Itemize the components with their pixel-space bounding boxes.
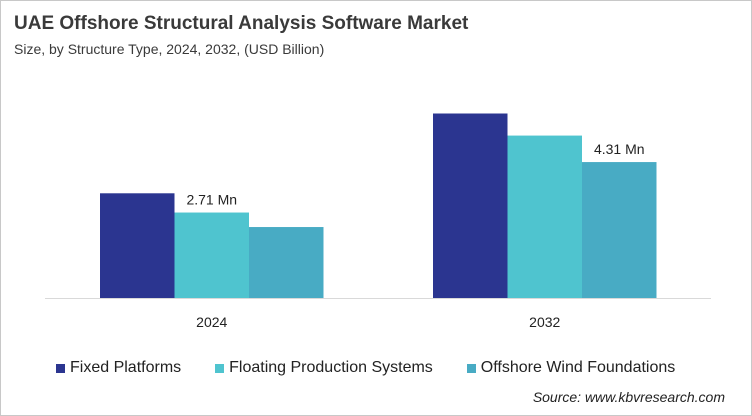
- legend: Fixed Platforms Floating Production Syst…: [56, 359, 709, 377]
- legend-label: Offshore Wind Foundations: [480, 359, 676, 376]
- legend-label: Floating Production Systems: [229, 359, 433, 376]
- bar-floating-production-systems-2024: [174, 212, 249, 298]
- chart-title: UAE Offshore Structural Analysis Softwar…: [14, 13, 469, 34]
- bar-floating-production-systems-2032: [507, 135, 582, 298]
- source-note: Source: www.kbvresearch.com: [532, 389, 725, 405]
- legend-item-fixed-platforms: Fixed Platforms: [56, 359, 181, 377]
- data-label: 4.31 Mn: [594, 141, 645, 157]
- bar-offshore-wind-foundations-2032: [582, 162, 657, 298]
- data-label: 2.71 Mn: [186, 192, 237, 208]
- legend-swatch: [215, 363, 225, 373]
- bar-fixed-platforms-2024: [100, 193, 175, 298]
- legend-item-floating-production-systems: Floating Production Systems: [215, 359, 433, 377]
- x-tick-label: 2024: [196, 314, 227, 330]
- bar-offshore-wind-foundations-2024: [249, 227, 324, 298]
- legend-label: Fixed Platforms: [70, 359, 182, 376]
- chart-subtitle: Size, by Structure Type, 2024, 2032, (US…: [14, 41, 325, 57]
- legend-item-offshore-wind-foundations: Offshore Wind Foundations: [466, 359, 676, 377]
- x-tick-label: 2032: [529, 314, 560, 330]
- bar-fixed-platforms-2032: [433, 113, 508, 298]
- legend-swatch: [466, 363, 476, 373]
- legend-swatch: [56, 363, 65, 373]
